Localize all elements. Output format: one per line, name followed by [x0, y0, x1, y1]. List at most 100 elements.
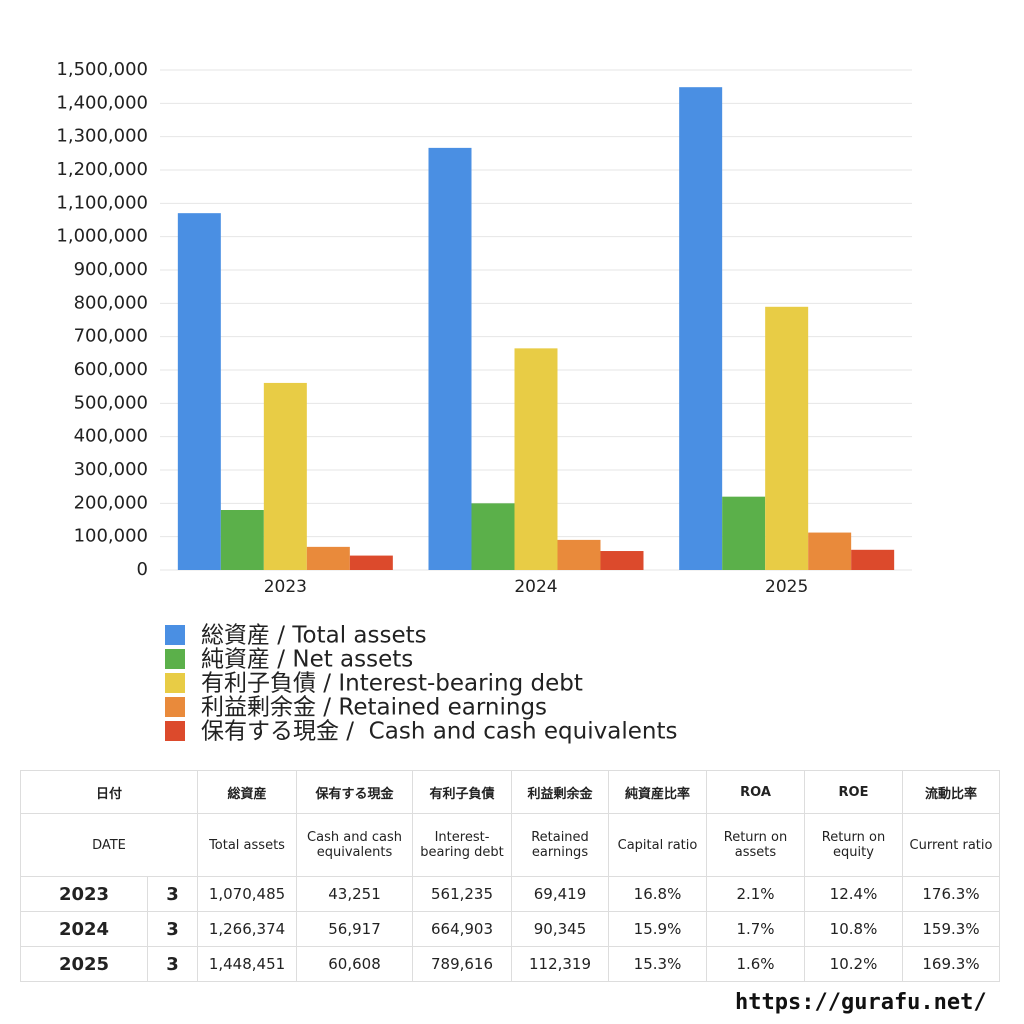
data-cell: 789,616 — [412, 946, 512, 982]
header-cell: 日付 — [20, 770, 198, 814]
y-tick-label: 700,000 — [74, 326, 148, 347]
bar — [220, 510, 264, 570]
bar — [349, 555, 393, 570]
y-tick-label: 1,100,000 — [56, 192, 148, 213]
legend-label: 総資産 / Total assets — [201, 623, 427, 649]
y-tick-label: 600,000 — [74, 359, 148, 380]
y-tick-label: 100,000 — [74, 526, 148, 547]
y-tick-label: 1,000,000 — [56, 226, 148, 247]
x-tick-label: 2025 — [765, 577, 808, 597]
bar — [679, 87, 723, 571]
data-cell: 2023 — [20, 876, 148, 912]
chart: 0 100,000 200,000 300,000 400,000 500,000 600,… — [56, 59, 912, 745]
bar — [557, 539, 601, 570]
y-tick-label: 1,400,000 — [56, 92, 148, 113]
header-cell: 総資産 — [197, 770, 297, 814]
header-cell: ROE — [804, 770, 903, 814]
bar — [808, 532, 852, 570]
data-cell: 12.4% — [804, 876, 903, 912]
data-cell: 60,608 — [296, 946, 413, 982]
data-cell: 15.3% — [608, 946, 707, 982]
y-tick-label: 1,300,000 — [56, 126, 148, 147]
data-row: 2023 3 1,070,485 43,251 561,235 69,419 16.8% 2.… — [20, 876, 1000, 912]
data-cell: 1,266,374 — [197, 911, 297, 947]
header-cell: Return on assets — [706, 813, 805, 877]
header-cell: 有利子負債 — [412, 770, 512, 814]
x-tick-label: 2024 — [514, 577, 557, 597]
header-cell: 利益剰余金 — [511, 770, 609, 814]
data-cell: 3 — [147, 911, 198, 947]
y-tick-label: 1,500,000 — [56, 59, 148, 80]
header-cell: 保有する現金 — [296, 770, 413, 814]
bar — [428, 147, 472, 570]
bar — [263, 382, 307, 570]
bar — [306, 546, 350, 570]
source-url: https://gurafu.net/ — [735, 990, 987, 1015]
data-cell: 176.3% — [902, 876, 1000, 912]
y-tick-label: 1,200,000 — [56, 159, 148, 180]
legend-swatch — [165, 721, 185, 741]
bar — [600, 551, 644, 570]
data-cell: 561,235 — [412, 876, 512, 912]
legend-swatch — [165, 649, 185, 669]
y-tick-label: 500,000 — [74, 392, 148, 413]
bar — [851, 549, 895, 570]
data-cell: 1,448,451 — [197, 946, 297, 982]
data-cell: 169.3% — [902, 946, 1000, 982]
data-table: 日付 総資産 保有する現金 有利子負債 利益剰余金 純資産比率 ROA ROE 流動比率 DATE… — [20, 770, 1000, 982]
legend-label: 純資産 / Net assets — [201, 647, 413, 673]
data-cell: 69,419 — [511, 876, 609, 912]
bar — [722, 496, 766, 570]
legend-swatch — [165, 625, 185, 645]
data-cell: 112,319 — [511, 946, 609, 982]
data-row: 2025 3 1,448,451 60,608 789,616 112,319 15.3% 1… — [20, 946, 1000, 982]
data-cell: 43,251 — [296, 876, 413, 912]
header-cell: Return on equity — [804, 813, 903, 877]
data-cell: 16.8% — [608, 876, 707, 912]
header-cell: 流動比率 — [902, 770, 1000, 814]
data-cell: 1.6% — [706, 946, 805, 982]
data-row: 2024 3 1,266,374 56,917 664,903 90,345 15.9% 1.… — [20, 911, 1000, 947]
data-cell: 664,903 — [412, 911, 512, 947]
data-cell: 159.3% — [902, 911, 1000, 947]
header-cell: Current ratio — [902, 813, 1000, 877]
data-cell: 56,917 — [296, 911, 413, 947]
header-cell: Total assets — [197, 813, 297, 877]
bar — [177, 213, 221, 570]
header-cell: Capital ratio — [608, 813, 707, 877]
y-tick-label: 900,000 — [74, 259, 148, 280]
header-cell: ROA — [706, 770, 805, 814]
data-cell: 2.1% — [706, 876, 805, 912]
header-cell: 純資産比率 — [608, 770, 707, 814]
data-cell: 3 — [147, 876, 198, 912]
data-cell: 2024 — [20, 911, 148, 947]
header-row: 日付 総資産 保有する現金 有利子負債 利益剰余金 純資産比率 ROA ROE 流動比率 — [20, 770, 1000, 814]
legend-swatch — [165, 673, 185, 693]
data-cell: 1.7% — [706, 911, 805, 947]
legend-swatch — [165, 697, 185, 717]
data-cell: 90,345 — [511, 911, 609, 947]
data-cell: 10.2% — [804, 946, 903, 982]
bar — [514, 348, 558, 570]
data-cell: 10.8% — [804, 911, 903, 947]
legend-label: 保有する現金 / Cash and cash equivalents — [201, 719, 677, 745]
x-tick-label: 2023 — [264, 577, 307, 597]
header-row: DATE Total assets Cash and cash equivalent… — [20, 813, 1000, 877]
y-tick-label: 800,000 — [74, 292, 148, 313]
y-tick-label: 400,000 — [74, 426, 148, 447]
y-tick-label: 300,000 — [74, 459, 148, 480]
header-cell: Cash and cash equivalents — [296, 813, 413, 877]
legend-label: 利益剰余金 / Retained earnings — [201, 695, 547, 721]
header-cell: DATE — [20, 813, 198, 877]
data-cell: 1,070,485 — [197, 876, 297, 912]
bar — [471, 503, 515, 570]
bar — [765, 306, 809, 570]
header-cell: Retained earnings — [511, 813, 609, 877]
y-tick-label: 200,000 — [74, 492, 148, 513]
header-cell: Interest-bearing debt — [412, 813, 512, 877]
data-cell: 15.9% — [608, 911, 707, 947]
data-cell: 3 — [147, 946, 198, 982]
legend-label: 有利子負債 / Interest-bearing debt — [201, 671, 583, 697]
y-tick-label: 0 — [137, 559, 148, 580]
